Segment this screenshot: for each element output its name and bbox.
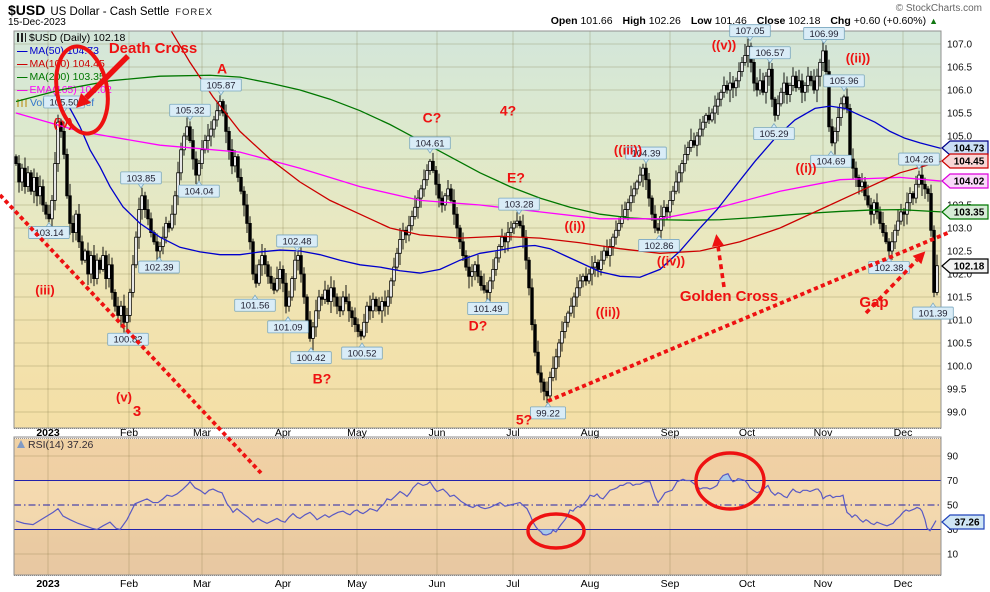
rsi-tick-label: 90 xyxy=(947,452,959,463)
change-up-triangle-icon: ▲ xyxy=(929,16,938,26)
chg-label: Chg xyxy=(830,15,851,27)
ma50-label: MA(50) 104.73 xyxy=(29,45,99,57)
price-tick-label: 102.5 xyxy=(947,247,972,258)
rsi-indicator-icon xyxy=(17,440,25,448)
ema-label: EMA(165) 104.02 xyxy=(29,84,112,96)
exchange-label: FOREX xyxy=(175,7,213,18)
rsi-legend-label: RSI(14) 37.26 xyxy=(28,439,94,451)
ma100-label: MA(100) 104.45 xyxy=(29,58,105,70)
low-label: Low xyxy=(690,15,712,27)
legend-ema-row: — EMA(165) 104.02 xyxy=(17,84,125,97)
chart-header: $USD US Dollar - Cash Settle FOREX xyxy=(8,2,213,18)
price-tick-label: 100.5 xyxy=(947,339,972,350)
price-tick-label: 104.5 xyxy=(947,155,972,166)
axis-price-box: 104.02 xyxy=(954,177,985,188)
price-tick-label: 99.5 xyxy=(947,385,967,396)
copyright: © StockCharts.com xyxy=(895,3,982,14)
axis-price-box xyxy=(941,204,989,220)
symbol-name: US Dollar - Cash Settle xyxy=(50,6,170,18)
legend-symbol-row: $USD (Daily) 102.18 xyxy=(17,32,125,45)
ma100-line-sample: — xyxy=(17,58,28,70)
axis-price-box: 104.73 xyxy=(941,140,989,156)
axis-price-box: 102.18 xyxy=(954,262,985,273)
symbol-title: $USD xyxy=(8,2,46,18)
axis-price-box: 103.35 xyxy=(941,204,989,220)
axis-price-box xyxy=(941,140,989,156)
open-value: 101.66 xyxy=(580,15,613,27)
axis-price-box xyxy=(941,258,989,274)
axis-price-box xyxy=(941,514,985,530)
price-tick-label: 103.5 xyxy=(947,201,972,212)
axis-price-box: 104.45 xyxy=(941,153,989,169)
price-tick-label: 104.0 xyxy=(947,178,972,189)
axis-price-box: 104.02 xyxy=(941,173,989,189)
axis-price-box: 104.45 xyxy=(954,157,985,168)
open-label: Open xyxy=(550,15,578,27)
legend-symbol-label: $USD (Daily) 102.18 xyxy=(29,32,126,44)
rsi-tick-label: 50 xyxy=(947,501,959,512)
axis-price-box: 103.35 xyxy=(954,208,985,219)
axis-price-box: 102.18 xyxy=(941,258,989,274)
ma50-line-sample: — xyxy=(17,45,28,57)
legend-ma50-row: — MA(50) 104.73 xyxy=(17,45,125,58)
price-tick-label: 102.0 xyxy=(947,270,972,281)
chg-value: +0.60 (+0.60%) xyxy=(853,15,927,27)
price-tick-label: 105.0 xyxy=(947,132,972,143)
rsi-xaxis-strip xyxy=(14,575,941,592)
high-label: High xyxy=(622,15,646,27)
axis-price-box xyxy=(941,153,989,169)
price-tick-label: 106.5 xyxy=(947,63,972,74)
high-value: 102.26 xyxy=(648,15,681,27)
volume-bars-icon xyxy=(17,99,27,107)
volume-label: Volume undef xyxy=(30,97,95,109)
legend-volume-row: Volume undef xyxy=(17,97,125,110)
chart-date: 15-Dec-2023 xyxy=(8,17,66,28)
ema-line-sample: — xyxy=(17,84,28,96)
rsi-tick-label: 70 xyxy=(947,476,959,487)
axis-price-box xyxy=(941,173,989,189)
candlestick-type-icon xyxy=(17,33,26,42)
rsi-panel-background xyxy=(14,437,941,575)
price-tick-label: 107.0 xyxy=(947,40,972,51)
ohlc-readout: Open 101.66 High 102.26 Low 101.46 Close… xyxy=(544,15,938,27)
rsi-tick-label: 10 xyxy=(947,550,959,561)
close-value: 102.18 xyxy=(788,15,821,27)
price-axis-labels: 107.0 106.5 106.0 105.5 105.0 104.5 104.0 103.5… xyxy=(947,40,972,561)
axis-price-box: 37.26 xyxy=(954,518,979,529)
rsi-tick-label: 30 xyxy=(947,525,959,536)
chart-legend: $USD (Daily) 102.18 — MA(50) 104.73 — MA(1… xyxy=(17,32,125,110)
main-xaxis-strip xyxy=(14,428,941,439)
axis-price-box: 37.26 xyxy=(941,514,985,530)
price-tick-label: 103.0 xyxy=(947,224,972,235)
price-tick-label: 105.5 xyxy=(947,109,972,120)
price-tick-label: 101.0 xyxy=(947,316,972,327)
main-chart-background xyxy=(14,31,941,428)
rsi-legend-row: RSI(14) 37.26 xyxy=(17,439,93,451)
close-label: Close xyxy=(756,15,786,27)
ma200-label: MA(200) 103.35 xyxy=(29,71,105,83)
axis-price-box: 104.73 xyxy=(954,144,985,155)
price-tick-label: 106.0 xyxy=(947,86,972,97)
price-tick-label: 100.0 xyxy=(947,362,972,373)
price-tick-label: 101.5 xyxy=(947,293,972,304)
low-value: 101.46 xyxy=(714,15,747,27)
price-tick-label: 99.0 xyxy=(947,408,967,419)
legend-ma200-row: — MA(200) 103.35 xyxy=(17,71,125,84)
legend-ma100-row: — MA(100) 104.45 xyxy=(17,58,125,71)
ma200-line-sample: — xyxy=(17,71,28,83)
